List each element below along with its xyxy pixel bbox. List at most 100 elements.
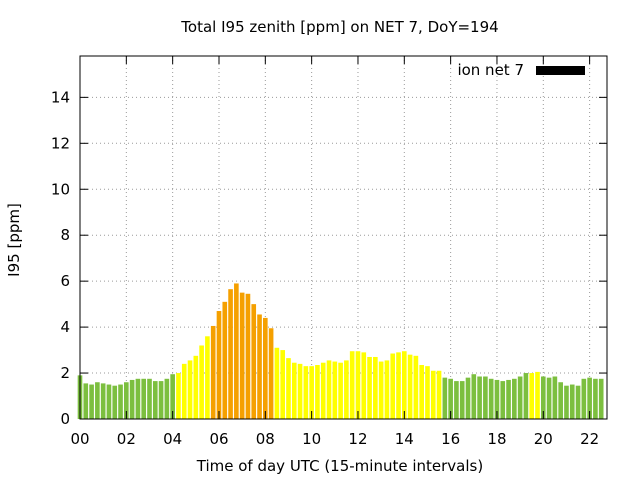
bar [228,289,233,419]
bar [477,376,482,419]
plot-frame [79,55,608,420]
bar [147,378,152,419]
bar [89,384,94,419]
x-tick-label: 08 [256,430,275,448]
bar [598,378,604,419]
bar [593,378,598,419]
bar [349,351,355,419]
bar [506,379,511,419]
bar [523,373,529,419]
bar [286,358,291,419]
bar [170,374,175,419]
x-axis-label: Time of day UTC (15-minute intervals) [196,457,483,475]
bar [384,360,390,419]
bar [483,376,488,419]
bar [297,363,303,419]
y-tick-labels: 0 2 4 6 8 10 12 14 [51,88,70,428]
bar [401,351,407,419]
bar [471,374,477,419]
bar [257,314,262,419]
bar [419,365,424,419]
legend-label: ion net 7 [457,61,524,79]
bar [500,381,506,419]
bar [529,373,535,419]
y-tick-label: 10 [51,180,70,198]
bar [291,362,297,419]
bar [164,378,170,419]
bar [517,376,523,419]
bar [361,352,367,419]
bar [378,361,384,419]
bar [199,345,204,419]
bar [442,377,448,419]
bar [564,385,569,419]
bar [512,378,517,419]
grid [80,56,607,419]
bar [465,377,471,419]
bar [546,377,552,419]
y-tick-label: 4 [60,318,70,336]
bar [494,379,500,419]
bar [344,360,349,419]
x-tick-label: 14 [395,430,414,448]
bar [234,283,239,419]
x-tick-label: 22 [580,430,599,448]
bar [569,384,575,419]
x-tick-label: 18 [487,430,506,448]
bar [263,317,268,419]
bar [454,381,459,419]
bar [552,376,558,419]
bar [222,301,228,419]
bar [332,361,338,419]
x-tick-label: 16 [441,430,460,448]
y-tick-label: 12 [51,134,70,152]
y-tick-label: 6 [60,272,70,290]
axes [79,55,608,420]
bar [268,328,274,419]
bar [100,383,106,419]
bar [390,353,396,419]
bar [135,378,141,419]
bar [112,385,118,419]
bar [239,292,245,419]
x-tick-label: 10 [302,430,321,448]
bar [141,378,147,419]
bar [309,366,314,419]
x-tick-label: 04 [163,430,182,448]
bar [216,311,222,419]
y-tick-label: 14 [51,88,70,106]
bar [436,370,442,419]
bar [338,362,343,419]
bar [83,383,89,419]
bar [407,354,413,419]
x-tick-label: 06 [209,430,228,448]
bar [124,382,129,419]
bar [176,373,181,419]
bar [396,352,401,419]
bar [187,360,193,419]
bar [118,384,123,419]
bar [158,381,164,419]
bar [575,385,581,419]
bar [205,336,210,419]
bar [367,356,372,419]
bar [581,378,587,419]
bar [558,382,563,419]
bar [540,376,546,419]
y-tick-label: 2 [60,364,70,382]
bar [245,293,251,419]
bar [210,325,216,419]
x-tick-label: 00 [70,430,89,448]
bar [274,347,280,419]
bar [459,381,465,419]
bar [535,371,540,419]
bar [320,362,326,419]
bar [193,355,199,419]
bar [355,351,361,419]
legend: ion net 7 [457,61,585,79]
bar [95,382,100,419]
bar [326,360,332,419]
y-tick-label: 8 [60,226,70,244]
bar [430,370,436,419]
